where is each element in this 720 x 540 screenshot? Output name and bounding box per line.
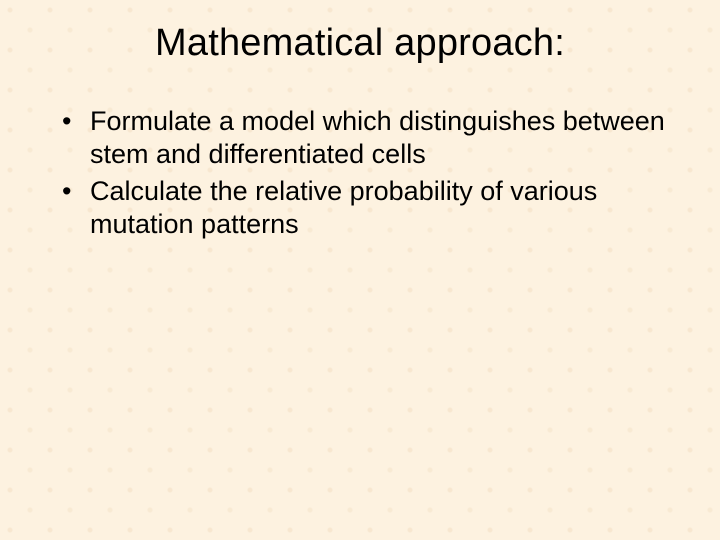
bullet-item: Calculate the relative probability of va… bbox=[62, 175, 670, 241]
bullet-list: Formulate a model which distinguishes be… bbox=[40, 105, 680, 241]
slide-container: Mathematical approach: Formulate a model… bbox=[0, 0, 720, 540]
bullet-item: Formulate a model which distinguishes be… bbox=[62, 105, 670, 171]
slide-title: Mathematical approach: bbox=[40, 22, 680, 65]
